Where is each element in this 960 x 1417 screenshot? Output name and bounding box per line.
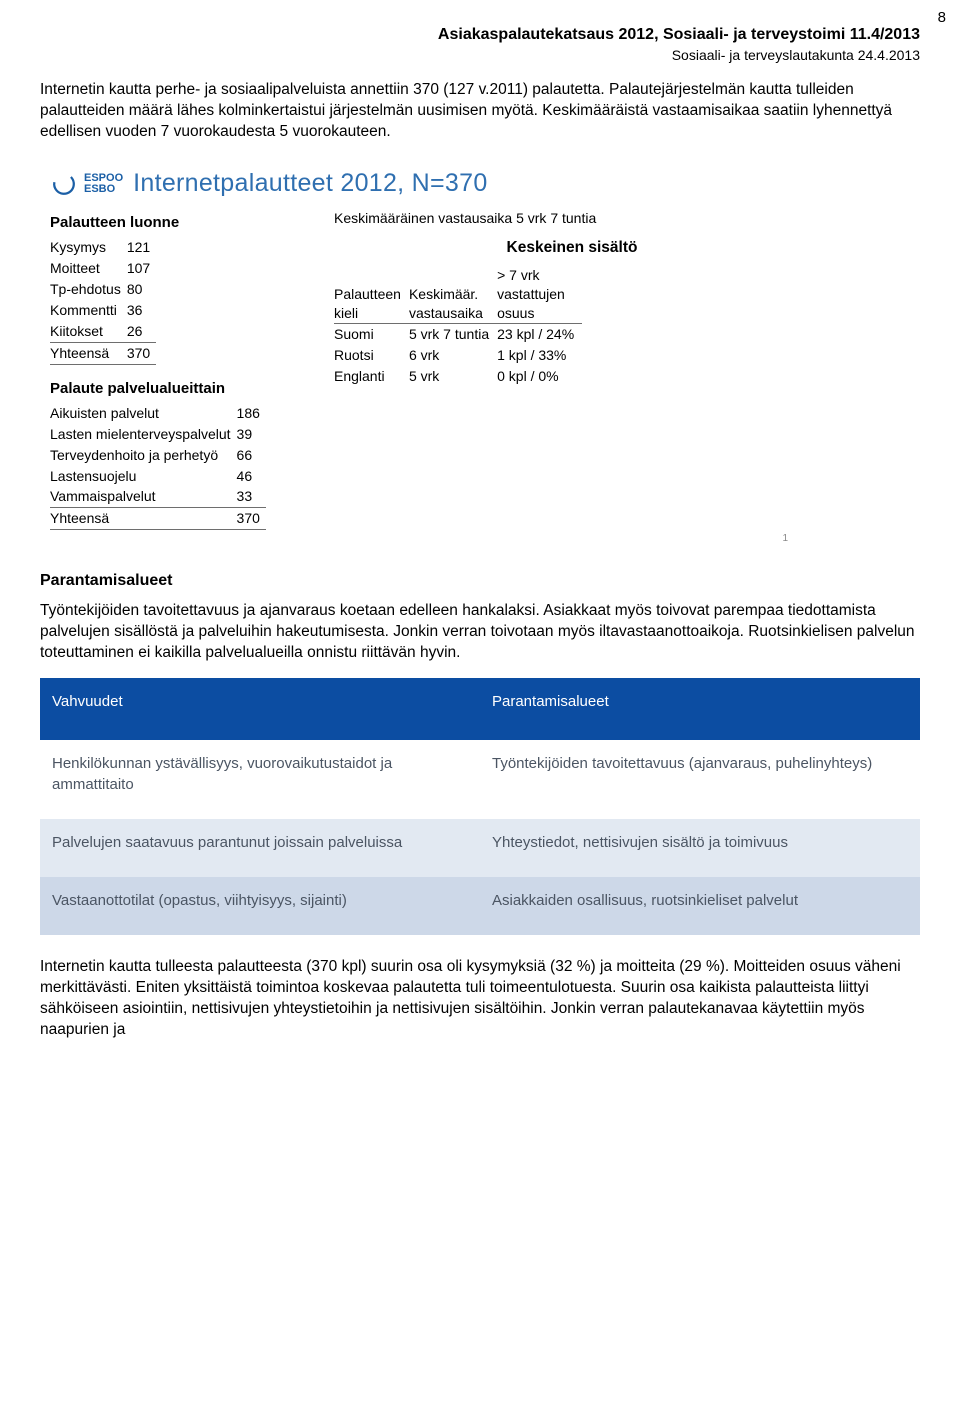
luonne-row-val: 80 — [127, 279, 156, 300]
vp-cell-right: Yhteystiedot, nettisivujen sisältö ja to… — [480, 819, 920, 877]
vp-cell-right: Asiakkaiden osallisuus, ruotsinkieliset … — [480, 877, 920, 935]
lang-row-b: 5 vrk — [409, 366, 497, 387]
espoo-ring-icon — [50, 170, 78, 198]
vp-cell-left: Palvelujen saatavuus parantunut joissain… — [40, 819, 480, 877]
strengths-improvements-table: Vahvuudet Parantamisalueet Henkilökunnan… — [40, 678, 920, 935]
alue-row-label: Lastensuojelu — [50, 466, 237, 487]
lang-row-c: 0 kpl / 0% — [497, 366, 582, 387]
luonne-row-label: Moitteet — [50, 258, 127, 279]
alue-heading: Palaute palvelualueittain — [50, 379, 300, 399]
vp-head-right: Parantamisalueet — [480, 678, 920, 740]
lang-row-b: 5 vrk 7 tuntia — [409, 324, 497, 345]
luonne-row-label: Kysymys — [50, 237, 127, 258]
alue-row-label: Vammaispalvelut — [50, 486, 237, 507]
lang-table: Palautteen kieli Keskimäär. vastausaika … — [334, 265, 582, 387]
header-line1: Asiakaspalautekatsaus 2012, Sosiaali- ja… — [40, 24, 920, 46]
luonne-row-val: 36 — [127, 300, 156, 321]
vp-cell-right: Työntekijöiden tavoitettavuus (ajanvarau… — [480, 740, 920, 819]
luonne-total-val: 370 — [127, 342, 156, 364]
espoo-logo: ESPOO ESBO — [50, 170, 123, 198]
lang-row-c: 23 kpl / 24% — [497, 324, 582, 345]
lang-col-1: Palautteen kieli — [334, 265, 409, 324]
lang-col-2: Keskimäär. vastausaika — [409, 265, 497, 324]
alue-row-val: 46 — [237, 466, 266, 487]
embedded-slide: ESPOO ESBO Internetpalautteet 2012, N=37… — [40, 157, 820, 551]
alue-row-val: 186 — [237, 403, 266, 424]
slide-page-number: 1 — [50, 530, 810, 546]
vp-cell-left: Vastaanottotilat (opastus, viihtyisyys, … — [40, 877, 480, 935]
vp-head-left: Vahvuudet — [40, 678, 480, 740]
page-header: Asiakaspalautekatsaus 2012, Sosiaali- ja… — [40, 24, 920, 64]
alue-total-val: 370 — [237, 508, 266, 530]
luonne-total-label: Yhteensä — [50, 342, 127, 364]
alue-row-val: 39 — [237, 424, 266, 445]
luonne-row-val: 121 — [127, 237, 156, 258]
intro-paragraph: Internetin kautta perhe- ja sosiaalipalv… — [40, 80, 920, 143]
luonne-row-label: Tp-ehdotus — [50, 279, 127, 300]
alue-row-label: Aikuisten palvelut — [50, 403, 237, 424]
luonne-table: Kysymys121 Moitteet107 Tp-ehdotus80 Komm… — [50, 237, 156, 364]
espoo-logo-text: ESPOO ESBO — [84, 173, 123, 195]
section-heading: Parantamisalueet — [40, 570, 920, 592]
slide-title: Internetpalautteet 2012, N=370 — [133, 167, 487, 201]
luonne-row-label: Kiitokset — [50, 321, 127, 342]
alue-row-label: Lasten mielenterveyspalvelut — [50, 424, 237, 445]
lang-row-b: 6 vrk — [409, 345, 497, 366]
lang-row-c: 1 kpl / 33% — [497, 345, 582, 366]
lang-row-a: Ruotsi — [334, 345, 409, 366]
lang-row-a: Englanti — [334, 366, 409, 387]
luonne-heading: Palautteen luonne — [50, 213, 300, 233]
lang-col-3: > 7 vrk vastattujen osuus — [497, 265, 582, 324]
vp-cell-left: Henkilökunnan ystävällisyys, vuorovaikut… — [40, 740, 480, 819]
lang-row-a: Suomi — [334, 324, 409, 345]
header-line2: Sosiaali- ja terveyslautakunta 24.4.2013 — [40, 46, 920, 65]
luonne-row-val: 26 — [127, 321, 156, 342]
alue-row-val: 66 — [237, 445, 266, 466]
alue-row-val: 33 — [237, 486, 266, 507]
section-paragraph: Työntekijöiden tavoitettavuus ja ajanvar… — [40, 601, 920, 664]
alue-total-label: Yhteensä — [50, 508, 237, 530]
alue-row-label: Terveydenhoito ja perhetyö — [50, 445, 237, 466]
alue-table: Aikuisten palvelut186 Lasten mielenterve… — [50, 403, 266, 530]
luonne-row-label: Kommentti — [50, 300, 127, 321]
luonne-row-val: 107 — [127, 258, 156, 279]
closing-paragraph: Internetin kautta tulleesta palautteesta… — [40, 957, 920, 1041]
center-title: Keskeinen sisältö — [334, 238, 810, 259]
page-number: 8 — [938, 8, 946, 28]
avg-line: Keskimääräinen vastausaika 5 vrk 7 tunti… — [334, 209, 810, 228]
